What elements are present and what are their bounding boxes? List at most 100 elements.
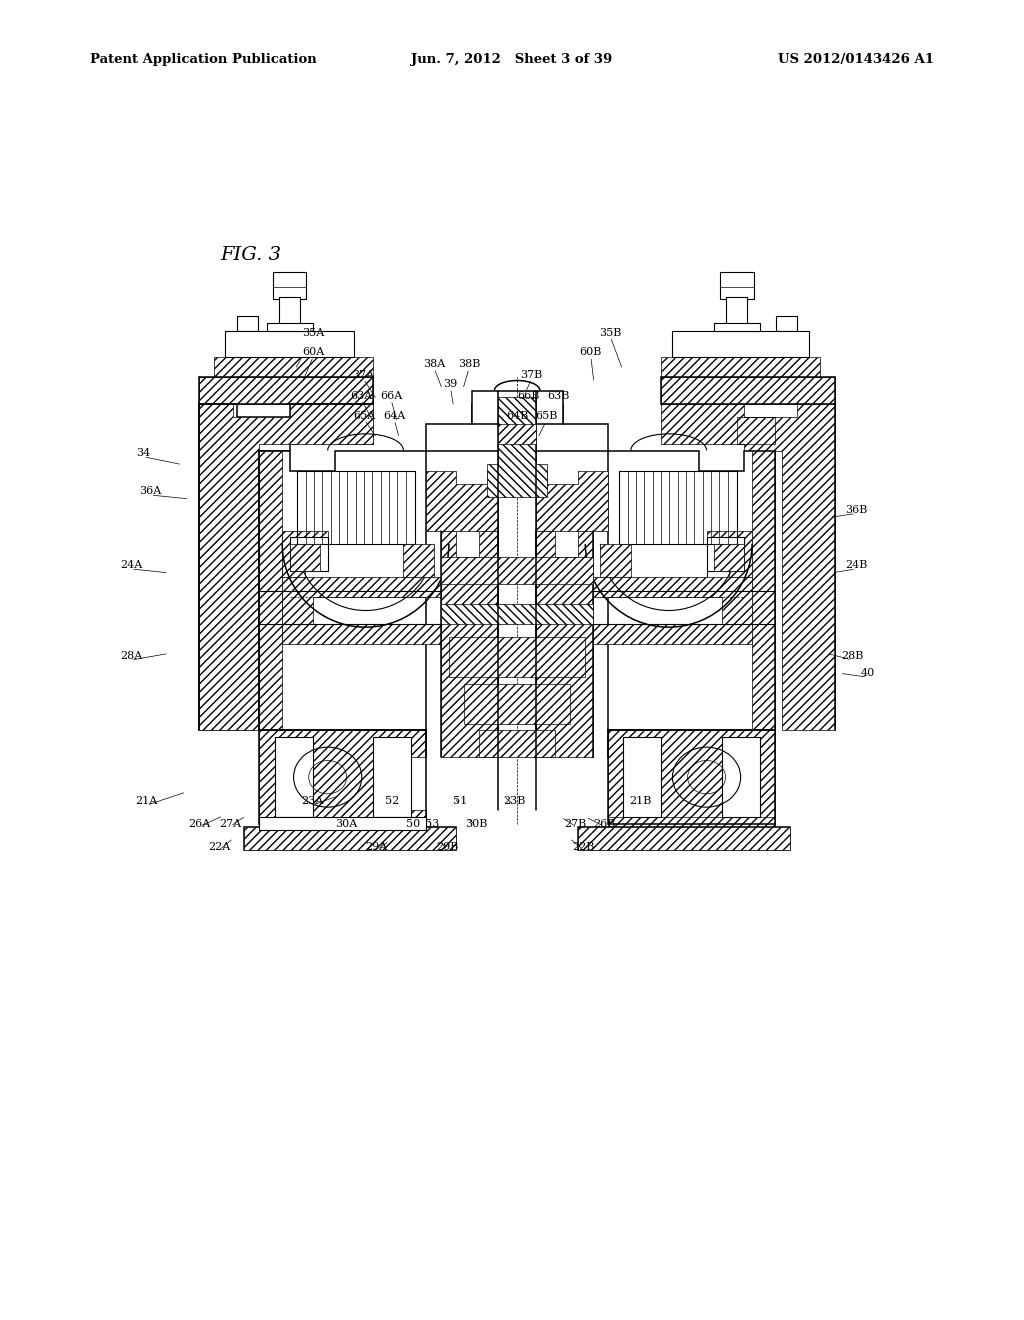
Polygon shape — [259, 817, 426, 830]
Polygon shape — [498, 424, 537, 444]
Polygon shape — [259, 450, 283, 730]
Text: 60B: 60B — [580, 347, 602, 358]
Polygon shape — [720, 272, 754, 298]
Polygon shape — [707, 537, 744, 570]
Text: 21A: 21A — [135, 796, 158, 807]
Polygon shape — [537, 470, 608, 531]
Polygon shape — [259, 730, 426, 824]
Polygon shape — [280, 297, 300, 323]
Polygon shape — [290, 537, 328, 570]
Text: 23B: 23B — [503, 796, 525, 807]
Polygon shape — [245, 828, 457, 850]
Polygon shape — [537, 531, 593, 758]
Polygon shape — [722, 737, 760, 817]
Polygon shape — [464, 684, 570, 723]
Text: 50: 50 — [406, 818, 420, 829]
Polygon shape — [214, 358, 373, 378]
Polygon shape — [274, 737, 312, 817]
Text: 36A: 36A — [139, 486, 162, 496]
Polygon shape — [776, 315, 798, 330]
Polygon shape — [441, 557, 593, 583]
Polygon shape — [752, 450, 775, 730]
Polygon shape — [259, 450, 426, 730]
Polygon shape — [245, 828, 457, 850]
Text: 66A: 66A — [380, 391, 402, 401]
Text: 65A: 65A — [353, 411, 376, 421]
Polygon shape — [267, 322, 312, 330]
Polygon shape — [283, 531, 328, 577]
Text: 26A: 26A — [188, 818, 211, 829]
Text: 64B: 64B — [506, 411, 528, 421]
Text: US 2012/0143426 A1: US 2012/0143426 A1 — [778, 53, 934, 66]
Text: 21B: 21B — [629, 796, 651, 807]
Polygon shape — [608, 450, 775, 730]
Polygon shape — [662, 358, 820, 378]
Text: 38B: 38B — [458, 359, 480, 370]
Text: 34: 34 — [136, 447, 151, 458]
Polygon shape — [662, 404, 836, 730]
Text: 66B: 66B — [517, 391, 540, 401]
Polygon shape — [426, 404, 608, 450]
Text: 36B: 36B — [845, 504, 867, 515]
Polygon shape — [578, 828, 790, 850]
Polygon shape — [259, 817, 426, 830]
Text: Patent Application Publication: Patent Application Publication — [90, 53, 316, 66]
Polygon shape — [273, 272, 306, 298]
Text: 40: 40 — [860, 668, 874, 678]
Text: 23A: 23A — [301, 796, 324, 807]
Text: 52: 52 — [385, 796, 399, 807]
Text: 65B: 65B — [536, 411, 558, 421]
Polygon shape — [593, 577, 752, 644]
Text: 22A: 22A — [208, 842, 230, 853]
Polygon shape — [707, 531, 752, 577]
Text: 30B: 30B — [465, 818, 487, 829]
Polygon shape — [486, 397, 548, 498]
Polygon shape — [608, 817, 775, 830]
Polygon shape — [199, 404, 373, 730]
Polygon shape — [624, 737, 662, 817]
Text: 35A: 35A — [302, 327, 325, 338]
Text: 51: 51 — [453, 796, 467, 807]
Text: FIG. 3: FIG. 3 — [220, 246, 282, 264]
Polygon shape — [449, 638, 586, 677]
Polygon shape — [673, 330, 809, 358]
Text: 39: 39 — [443, 379, 458, 389]
Text: 28A: 28A — [120, 651, 142, 661]
Text: 37A: 37A — [352, 370, 375, 380]
Text: 53: 53 — [425, 818, 439, 829]
Text: 28B: 28B — [841, 651, 863, 661]
Text: 24A: 24A — [120, 560, 142, 570]
Text: 35B: 35B — [599, 327, 622, 338]
Polygon shape — [714, 544, 744, 570]
Polygon shape — [426, 470, 498, 531]
Polygon shape — [608, 730, 775, 824]
Polygon shape — [662, 378, 836, 404]
Polygon shape — [441, 531, 498, 758]
Polygon shape — [714, 322, 760, 330]
Text: 24B: 24B — [845, 560, 867, 570]
Polygon shape — [199, 378, 373, 404]
Polygon shape — [373, 737, 411, 817]
Polygon shape — [403, 544, 434, 577]
Text: 29A: 29A — [366, 842, 388, 853]
Polygon shape — [283, 577, 441, 644]
Polygon shape — [225, 330, 354, 358]
Text: 27B: 27B — [564, 818, 587, 829]
Text: 38A: 38A — [423, 359, 445, 370]
Polygon shape — [479, 730, 555, 758]
Polygon shape — [237, 315, 258, 330]
Polygon shape — [290, 544, 321, 570]
Polygon shape — [472, 391, 562, 424]
Text: 27A: 27A — [219, 818, 242, 829]
Text: 63A: 63A — [350, 391, 373, 401]
Text: 22B: 22B — [572, 842, 595, 853]
Text: 30A: 30A — [335, 818, 357, 829]
Text: Jun. 7, 2012   Sheet 3 of 39: Jun. 7, 2012 Sheet 3 of 39 — [412, 53, 612, 66]
Polygon shape — [199, 404, 373, 730]
Polygon shape — [600, 544, 631, 577]
Text: 29B: 29B — [436, 842, 459, 853]
Text: 26B: 26B — [593, 818, 615, 829]
Text: 64A: 64A — [383, 411, 406, 421]
Text: 63B: 63B — [547, 391, 569, 401]
Polygon shape — [441, 603, 593, 624]
